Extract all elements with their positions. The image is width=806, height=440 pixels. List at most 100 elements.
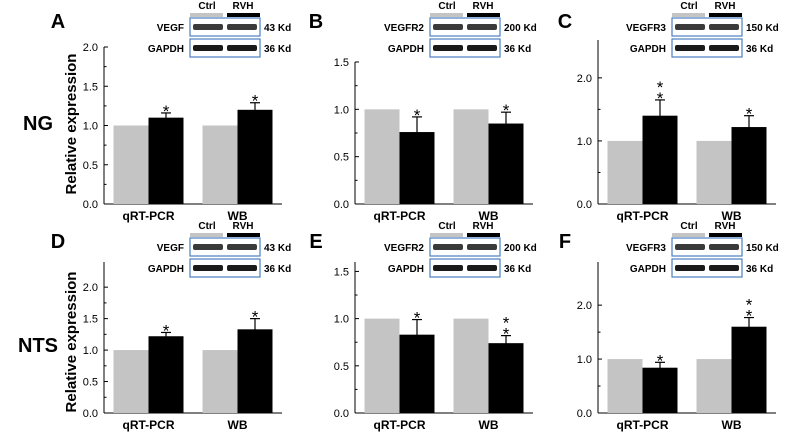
blot-size-label: 36 Kd [264,44,291,55]
row-label-nts: NTS [18,335,58,357]
blot-legend-rvh: RVH [233,1,254,12]
bar-ctrl-0 [113,350,149,413]
blot-band-rvh [227,24,257,30]
blot-frame [189,237,261,257]
blot-band-rvh [467,244,497,250]
blot-size-label: 200 Kd [504,23,537,34]
blot-legend-rvh-swatch [227,233,260,237]
blot-band-ctrl [193,45,223,51]
blot-band-ctrl [193,24,223,30]
blot-protein-label: VEGFR2 [384,23,424,34]
panel-letter: B [309,11,323,33]
y-tick-label: 2.0 [577,300,592,312]
panel-d: D 0.0 0.5 1.0 1.5 2.0 * qRT-PCR * WB Ctrl RVH VEGF 43… [51,221,291,432]
x-tick-label: qRT-PCR [123,209,175,223]
y-tick-label: 1.0 [577,354,592,366]
blot-size-label: 36 Kd [264,264,291,275]
bar-ctrl-1 [696,140,732,204]
bar-ctrl-0 [113,125,149,204]
x-tick-label: WB [479,418,499,432]
blot-frame [429,17,501,37]
blot-legend-rvh: RVH [715,1,736,12]
significance-star: * [252,92,259,111]
y-tick-label: 0.5 [334,361,349,373]
blot-size-label: 43 Kd [264,243,291,254]
blot-protein-label: VEGF [157,243,184,254]
bar-rvh-0 [148,336,184,413]
blot-frame [429,38,501,58]
blot-frame [429,237,501,257]
blot-band-ctrl [433,24,463,30]
significance-star: * [503,325,510,344]
x-tick-label: WB [722,418,742,432]
x-tick-label: qRT-PCR [374,209,426,223]
blot-protein-label: GAPDH [630,264,666,275]
x-tick-label: qRT-PCR [123,418,175,432]
y-tick-label: 1.0 [83,121,98,133]
blot-band-ctrl [193,244,223,250]
blot-legend-rvh-swatch [467,13,500,17]
blot-frame [189,38,261,58]
blot-size-label: 150 Kd [746,23,779,34]
x-tick-label: WB [228,418,248,432]
blot-legend-ctrl: Ctrl [438,221,455,232]
blot-protein-label: VEGFR3 [626,243,666,254]
y-tick-label: 1.5 [83,314,98,326]
panels-group: A 0.0 0.5 1.0 1.5 2.0 * qRT-PCR * WB Ctrl RVH VEGF 43… [51,1,779,432]
bar-rvh-1 [237,109,273,204]
blot-legend-ctrl-swatch [190,233,223,237]
y-tick-label: 0.5 [83,377,98,389]
y-tick-label: 0.0 [83,199,98,211]
bar-ctrl-0 [607,359,643,413]
bar-ctrl-1 [453,109,489,204]
blot-band-ctrl [433,244,463,250]
panel-letter: F [559,231,571,253]
blot-band-rvh [709,244,739,250]
bar-rvh-0 [642,367,678,413]
blot-frame [671,237,743,257]
blot-band-rvh [709,24,739,30]
blot-protein-label: GAPDH [148,264,184,275]
blot-protein-label: GAPDH [388,264,424,275]
significance-star: * [746,296,753,315]
blot-inset: Ctrl RVH VEGFR3 150 Kd GAPDH 36 Kd [626,1,779,58]
blot-inset: Ctrl RVH VEGF 43 Kd GAPDH 36 Kd [148,221,291,278]
blot-legend-ctrl-swatch [672,13,705,17]
blot-legend-rvh: RVH [473,221,494,232]
blot-protein-label: GAPDH [148,44,184,55]
y-tick-label: 1.0 [334,314,349,326]
blot-inset: Ctrl RVH VEGFR2 200 Kd GAPDH 36 Kd [384,1,537,58]
y-tick-label: 2.0 [577,73,592,85]
blot-protein-label: GAPDH [630,44,666,55]
y-axis-label-bottom: Relative expression [63,272,80,413]
bar-ctrl-1 [202,350,238,413]
blot-legend-ctrl-swatch [430,233,463,237]
significance-star: * [657,351,664,370]
blot-protein-label: VEGF [157,23,184,34]
y-tick-label: 1.5 [83,81,98,93]
y-tick-label: 0.0 [577,408,592,420]
blot-frame [429,258,501,278]
blot-band-rvh [467,45,497,51]
blot-size-label: 36 Kd [746,264,773,275]
significance-star: * [746,105,753,124]
y-tick-label: 1.0 [83,345,98,357]
significance-star: * [746,307,753,326]
x-tick-label: qRT-PCR [374,418,426,432]
blot-band-rvh [709,265,739,271]
y-tick-label: 2.0 [83,282,98,294]
row-label-ng: NG [23,113,53,135]
blot-size-label: 150 Kd [746,243,779,254]
blot-band-rvh [709,45,739,51]
blot-size-label: 36 Kd [504,44,531,55]
blot-frame [189,17,261,37]
bar-ctrl-0 [607,140,643,204]
y-tick-label: 0.5 [83,160,98,172]
bar-rvh-1 [488,123,524,204]
y-tick-label: 2.0 [83,42,98,54]
y-tick-label: 0.0 [577,199,592,211]
significance-star: * [163,321,170,340]
